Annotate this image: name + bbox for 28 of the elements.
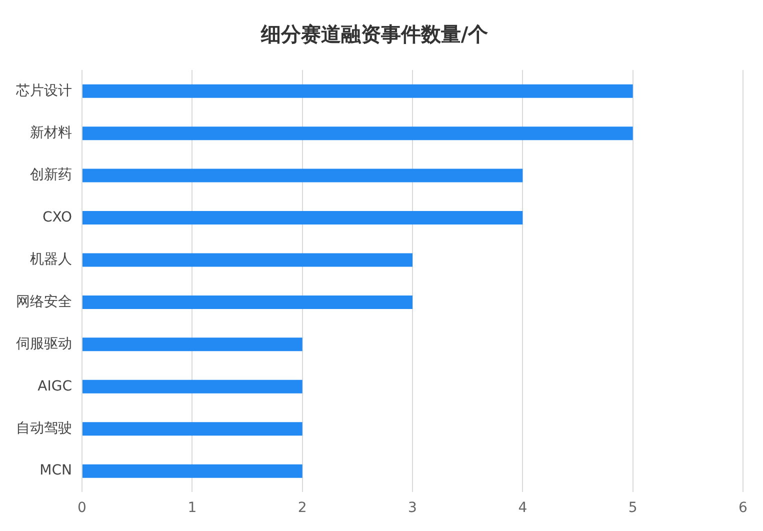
x-tick-label: 5: [628, 500, 638, 516]
y-tick-label: 机器人: [30, 252, 72, 268]
y-tick-label: 芯片设计: [15, 82, 72, 99]
bar: [82, 84, 633, 98]
x-tick-label: 0: [78, 500, 86, 516]
bar: [82, 380, 302, 394]
y-tick-label: 伺服驱动: [16, 336, 72, 352]
x-tick-label: 3: [408, 500, 417, 516]
bar: [82, 295, 412, 309]
x-tick-label: 6: [738, 500, 748, 516]
y-tick-label: AIGC: [38, 378, 72, 394]
bar: [82, 338, 302, 352]
y-tick-label: 新材料: [30, 124, 72, 141]
bar: [82, 126, 633, 140]
y-tick-label: MCN: [40, 462, 72, 479]
x-tick-label: 1: [188, 500, 197, 516]
bar: [82, 253, 412, 267]
bar: [82, 464, 302, 478]
bar: [82, 168, 523, 182]
y-tick-label: CXO: [42, 209, 72, 226]
chart-title: 细分赛道融资事件数量/个: [260, 22, 488, 46]
bar: [82, 211, 523, 225]
y-tick-label: 网络安全: [16, 294, 72, 310]
y-tick-label: 创新药: [30, 167, 72, 184]
x-tick-label: 2: [298, 500, 307, 516]
bar: [82, 422, 302, 436]
x-tick-label: 4: [518, 500, 528, 516]
y-tick-label: 自动驾驶: [16, 420, 72, 437]
